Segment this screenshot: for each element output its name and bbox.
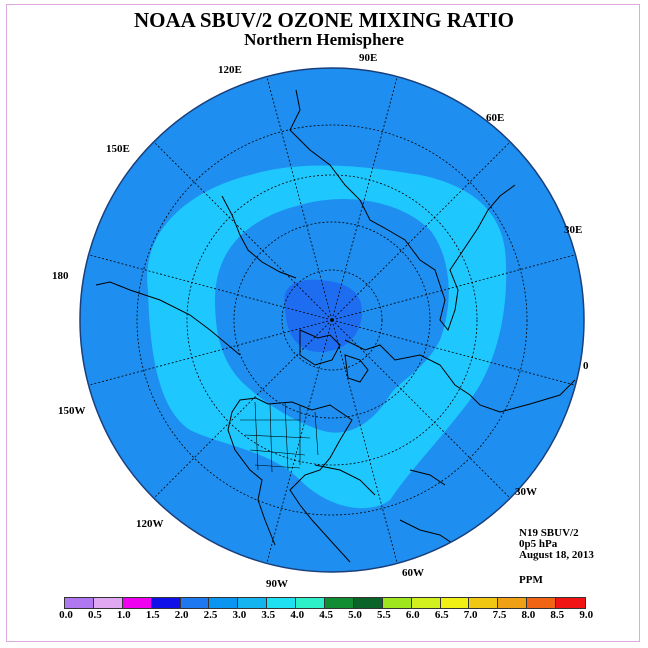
colorbar-swatch: [296, 598, 326, 608]
colorbar-tick-label: 7.0: [463, 609, 478, 621]
colorbar-swatch: [440, 598, 470, 608]
colorbar-tick-label: 9.0: [579, 609, 594, 621]
colorbar-swatch: [527, 598, 557, 608]
longitude-label-90w: 90W: [266, 578, 288, 590]
colorbar-tick-label: 4.0: [290, 609, 305, 621]
ozone-pole-2.5-3: [284, 279, 362, 352]
colorbar-tick-label: 3.5: [261, 609, 276, 621]
longitude-label-0: 0: [583, 360, 589, 372]
longitude-label-180: 180: [52, 270, 69, 282]
colorbar-tick-label: 0.0: [59, 609, 73, 621]
colorbar-swatch: [122, 598, 152, 608]
map-title: NOAA SBUV/2 OZONE MIXING RATIO: [134, 8, 514, 32]
meridian-line: [264, 68, 333, 321]
map-boundary: [79, 67, 585, 573]
meridian-line: [331, 135, 517, 321]
colorbar-swatch: [65, 598, 94, 608]
colorbar-tick-label: 2.5: [203, 609, 218, 621]
colorbar-tick-label: 8.5: [550, 609, 565, 621]
meridians: [80, 68, 584, 572]
longitude-label-90e: 90E: [359, 52, 378, 64]
colorbar-swatch: [353, 598, 383, 608]
longitude-label-60e: 60E: [486, 112, 505, 124]
meridian-line: [80, 252, 333, 321]
longitude-label-120w: 120W: [136, 518, 164, 530]
colorbar-swatch: [325, 598, 354, 608]
meridian-line: [331, 319, 584, 388]
meridian-line: [147, 135, 333, 321]
colorbar-swatch: [382, 598, 412, 608]
colorbar-swatch: [151, 598, 181, 608]
colorbar-swatch: [556, 598, 586, 608]
colorbar-tick-label: 2.0: [174, 609, 189, 621]
colorbar-tick-label: 5.0: [348, 609, 362, 621]
longitude-label-120e: 120E: [218, 64, 242, 76]
units-label: PPM: [519, 574, 543, 586]
colorbar-tick-label: 7.5: [492, 609, 507, 621]
figure-frame: [6, 4, 640, 642]
state-borders: [240, 401, 319, 473]
pressure-level-label: 0p5 hPa: [519, 538, 558, 550]
longitude-label-30w: 30W: [515, 486, 537, 498]
longitude-label-150e: 150E: [106, 143, 130, 155]
coastlines: [95, 89, 576, 563]
meridian-line: [147, 319, 333, 505]
colorbar-swatch: [267, 598, 297, 608]
meridian-line: [264, 319, 333, 572]
satellite-label: N19 SBUV/2: [519, 527, 579, 539]
graticule: [136, 124, 528, 516]
colorbar-swatch: [238, 598, 268, 608]
meridian-line: [331, 68, 400, 321]
colorbar-tick-label: 1.5: [145, 609, 160, 621]
colorbar: [64, 597, 587, 609]
meridian-line: [331, 319, 400, 572]
date-label: August 18, 2013: [519, 549, 594, 561]
longitude-label-150w: 150W: [58, 405, 86, 417]
longitude-label-30e: 30E: [564, 224, 583, 236]
colorbar-swatch: [93, 598, 123, 608]
colorbar-tick-label: 8.0: [521, 609, 536, 621]
ozone-band-3-3.5: [147, 165, 507, 509]
colorbar-swatch: [469, 598, 499, 608]
colorbar-tick-label: 3.0: [232, 609, 247, 621]
meridian-line: [331, 319, 517, 505]
map-subtitle: Northern Hemisphere: [244, 30, 404, 49]
meridian-line: [331, 252, 584, 321]
colorbar-swatch: [498, 598, 528, 608]
meridian-line: [80, 319, 333, 388]
colorbar-tick-label: 6.0: [405, 609, 420, 621]
colorbar-tick-label: 0.5: [88, 609, 102, 621]
longitude-label-60w: 60W: [402, 567, 424, 579]
colorbar-swatch: [209, 598, 239, 608]
colorbar-tick-label: 5.5: [377, 609, 391, 621]
colorbar-swatch: [411, 598, 441, 608]
colorbar-tick-label: 6.5: [434, 609, 449, 621]
colorbar-tick-label: 4.5: [319, 609, 333, 621]
colorbar-swatch: [180, 598, 210, 608]
colorbar-tick-label: 1.0: [116, 609, 131, 621]
